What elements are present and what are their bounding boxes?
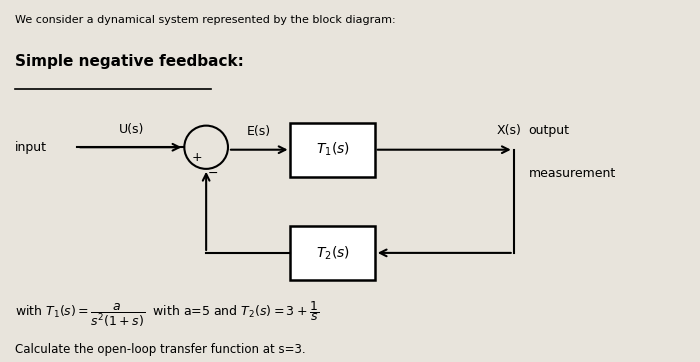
Text: measurement: measurement — [528, 167, 616, 180]
Text: Calculate the open-loop transfer function at s=3.: Calculate the open-loop transfer functio… — [15, 343, 305, 356]
FancyBboxPatch shape — [290, 226, 375, 280]
FancyBboxPatch shape — [290, 123, 375, 177]
Text: +: + — [192, 151, 202, 164]
Text: −: − — [208, 167, 218, 180]
Text: E(s): E(s) — [247, 125, 272, 138]
Text: X(s): X(s) — [496, 124, 522, 137]
Text: input: input — [15, 141, 47, 154]
Text: with $T_1(s) = \dfrac{a}{s^2(1+s)}$  with a=5 and $T_2(s) = 3 + \dfrac{1}{s}$: with $T_1(s) = \dfrac{a}{s^2(1+s)}$ with… — [15, 300, 319, 329]
Text: U(s): U(s) — [119, 122, 144, 135]
Text: Simple negative feedback:: Simple negative feedback: — [15, 54, 244, 69]
Text: We consider a dynamical system represented by the block diagram:: We consider a dynamical system represent… — [15, 14, 395, 25]
Text: $T_2(s)$: $T_2(s)$ — [316, 244, 349, 262]
Text: output: output — [528, 124, 570, 137]
Text: $T_1(s)$: $T_1(s)$ — [316, 141, 349, 159]
